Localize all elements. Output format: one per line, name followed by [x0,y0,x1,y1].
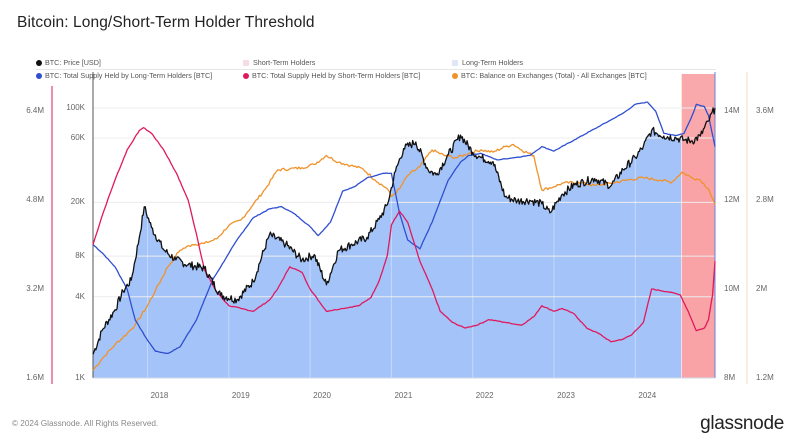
series-line-sth-supply [92,127,716,343]
axis-lines [51,72,748,384]
lth-supply-tick-label: 10M [724,284,740,293]
legend-label: Short-Term Holders [253,58,316,67]
legend-item-price[interactable]: BTC: Price [USD] [36,58,101,67]
legend-sth-region-marker-icon [243,59,249,66]
sth-supply-tick-label: 3.2M [26,284,44,293]
price-tick-label: 20K [70,197,85,207]
legend-price-marker-icon [36,59,42,66]
legend-item-sth-supply[interactable]: BTC: Total Supply Held by Short-Term Hol… [243,71,420,80]
x-tick-label: 2024 [638,391,657,400]
exchanges-tick-label: 3.6M [756,106,774,115]
price-tick-label: 4K [75,291,85,301]
legend-label: BTC: Total Supply Held by Short-Term Hol… [252,71,421,80]
price-tick-label: 1K [75,373,85,382]
x-tick-label: 2019 [231,391,250,400]
x-tick-label: 2021 [394,391,413,400]
legend-label: BTC: Total Supply Held by Long-Term Hold… [45,71,213,80]
lth-supply-tick-label: 14M [724,106,740,115]
legend-lth-supply-marker-icon [36,72,42,79]
x-tick-label: 2018 [150,391,169,400]
legend-lth-region-marker-icon [452,59,458,66]
series-line-price [92,107,716,355]
exchanges-tick-label: 1.2M [756,373,774,382]
chart-title: Bitcoin: Long/Short-Term Holder Threshol… [17,14,315,31]
glassnode-logo[interactable]: glassnode [700,413,784,434]
exchanges-tick-label: 2M [756,284,768,293]
price-tick-label: 100K [66,103,85,112]
sth-region-band [681,74,715,378]
sth-supply-tick-label: 1.6M [26,373,44,382]
series-line-lth-supply [92,101,716,355]
price-tick-label: 8K [75,251,85,261]
exchanges-tick-label: 2.8M [756,195,774,204]
legend-exchanges-marker-icon [452,72,458,79]
copyright-footer: © 2024 Glassnode. All Rights Reserved. [12,419,159,428]
sth-supply-tick-label: 6.4M [26,106,44,115]
legend-item-lth-region[interactable]: Long-Term Holders [452,58,523,67]
legend-sth-supply-marker-icon [243,72,249,79]
legend-label: Long-Term Holders [462,58,524,67]
sth-supply-tick-label: 4.8M [26,195,44,204]
x-tick-label: 2023 [557,391,575,400]
legend-item-exchanges[interactable]: BTC: Balance on Exchanges (Total) - All … [452,71,647,80]
legend-item-sth-region[interactable]: Short-Term Holders [243,58,315,67]
series-line-exchanges [92,143,716,371]
legend-label: BTC: Price [USD] [45,58,101,67]
legend-item-lth-supply[interactable]: BTC: Total Supply Held by Long-Term Hold… [36,71,212,80]
x-tick-label: 2020 [313,391,331,400]
legend-divider [36,69,716,70]
lth-supply-tick-label: 8M [724,373,736,382]
series-lines [92,101,716,371]
legend-label: BTC: Balance on Exchanges (Total) - All … [461,71,647,80]
x-tick-label: 2022 [475,391,494,400]
price-tick-label: 60K [70,132,85,142]
lth-supply-tick-label: 12M [724,195,740,204]
